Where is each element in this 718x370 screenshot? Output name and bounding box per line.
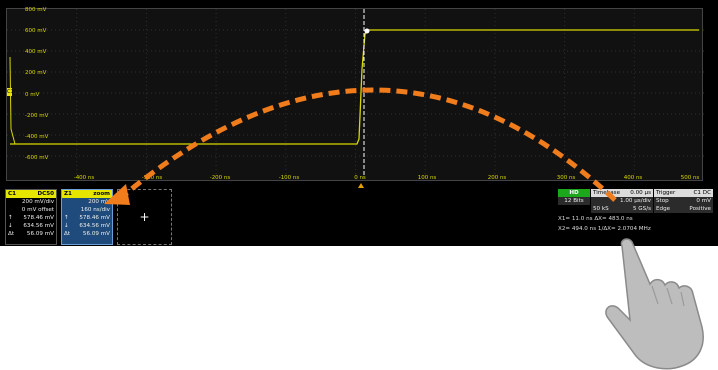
- x-tick-label: 0 ns: [354, 175, 366, 181]
- cursor-readout-1: X1= 11.0 ns ΔX= 483.0 ns: [558, 216, 633, 222]
- z1-scale: 200 mV: [88, 199, 110, 205]
- c1-coupling: DC50: [37, 191, 54, 197]
- y-tick-label: 800 mV: [25, 7, 47, 13]
- trigger-descriptor[interactable]: Trigger C1 DC Stop 0 mV Edge Positive: [654, 189, 713, 213]
- z1-name: Z1: [64, 191, 72, 197]
- x-tick-label: -400 ns: [73, 175, 95, 181]
- c1-offset: 0 mV offset: [21, 207, 54, 213]
- trigger-title: Trigger: [656, 190, 676, 196]
- cursor-readout-2: X2= 494.0 ns 1/ΔX= 2.0704 MHz: [558, 226, 651, 232]
- timebase-samples: 50 kS: [593, 206, 609, 212]
- hd-badge-box[interactable]: HD 12 Bits: [558, 189, 590, 205]
- bits-label: 12 Bits: [558, 197, 590, 205]
- x-tick-label: -100 ns: [278, 175, 300, 181]
- delta-icon: Δt: [64, 231, 71, 237]
- trigger-level: 0 mV: [696, 198, 711, 204]
- y-tick-label: -200 mV: [25, 113, 49, 119]
- c1-descriptor[interactable]: C1 DC50 200 mV/div 0 mV offset ↑ 578.46 mV…: [5, 189, 57, 245]
- x-tick-label: 500 ns: [680, 175, 700, 181]
- x-tick-label: 200 ns: [487, 175, 507, 181]
- max-icon: ↑: [64, 215, 69, 221]
- hd-badge: HD: [558, 189, 590, 197]
- pointing-hand-icon: [605, 238, 704, 370]
- z1-min: 634.56 mV: [79, 223, 110, 229]
- timebase-rate: 1.00 µs/div: [591, 197, 653, 205]
- y-tick-label: 200 mV: [25, 70, 47, 76]
- max-icon: ↑: [8, 215, 13, 221]
- z1-delta: 56.09 mV: [82, 231, 110, 237]
- y-tick-label: 0 mV: [25, 92, 40, 98]
- z1-descriptor[interactable]: Z1 zoom 200 mV 160 ns/div ↑ 578.46 mV ↓ 634…: [61, 189, 113, 245]
- trigger-type: Edge: [656, 206, 671, 212]
- add-trace-button[interactable]: +: [117, 189, 172, 245]
- y-tick-label: -600 mV: [25, 155, 49, 161]
- c1-scale: 200 mV/div: [21, 199, 54, 205]
- c1-trace-left-edge: [9, 56, 16, 145]
- c1-max: 578.46 mV: [23, 215, 54, 221]
- y-tick-label: 600 mV: [25, 28, 47, 34]
- x-tick-label: -200 ns: [209, 175, 231, 181]
- z1-timescale: 160 ns/div: [80, 207, 110, 213]
- delta-icon: Δt: [8, 231, 15, 237]
- z1-tag: zoom: [93, 191, 110, 197]
- trigger-slope: Positive: [689, 206, 711, 212]
- c1-delta: 56.09 mV: [26, 231, 54, 237]
- c1-trace: [10, 29, 699, 145]
- c1-name: C1: [8, 191, 16, 197]
- waveform-grid[interactable]: 800 mV 600 mV 400 mV 200 mV 0 mV -200 mV…: [6, 7, 704, 181]
- trigger-channel: C1 DC: [693, 190, 711, 196]
- timebase-delay: 0.00 µs: [630, 190, 651, 196]
- min-icon: ↓: [8, 223, 13, 229]
- trigger-position-icon[interactable]: [358, 183, 364, 188]
- c1-min: 634.56 mV: [23, 223, 54, 229]
- oscilloscope-display: 800 mV 600 mV 400 mV 200 mV 0 mV -200 mV…: [0, 0, 718, 246]
- waveform-svg: [7, 9, 704, 177]
- y-tick-label: 400 mV: [25, 49, 47, 55]
- timebase-srate: 5 GS/s: [632, 206, 651, 212]
- cursor-x1-dot: [364, 28, 370, 34]
- x-tick-label: 400 ns: [623, 175, 643, 181]
- channel-c1-marker[interactable]: C1: [7, 88, 14, 96]
- trigger-mode: Stop: [656, 198, 669, 204]
- timebase-title: Timebase: [593, 190, 621, 196]
- x-tick-label: -300 ns: [141, 175, 163, 181]
- z1-max: 578.46 mV: [79, 215, 110, 221]
- y-tick-label: -400 mV: [25, 134, 49, 140]
- x-tick-label: 300 ns: [556, 175, 576, 181]
- timebase-descriptor[interactable]: Timebase 0.00 µs 1.00 µs/div 50 kS 5 GS/s: [591, 189, 653, 213]
- x-tick-label: 100 ns: [417, 175, 437, 181]
- min-icon: ↓: [64, 223, 69, 229]
- grid-lines: [7, 9, 704, 177]
